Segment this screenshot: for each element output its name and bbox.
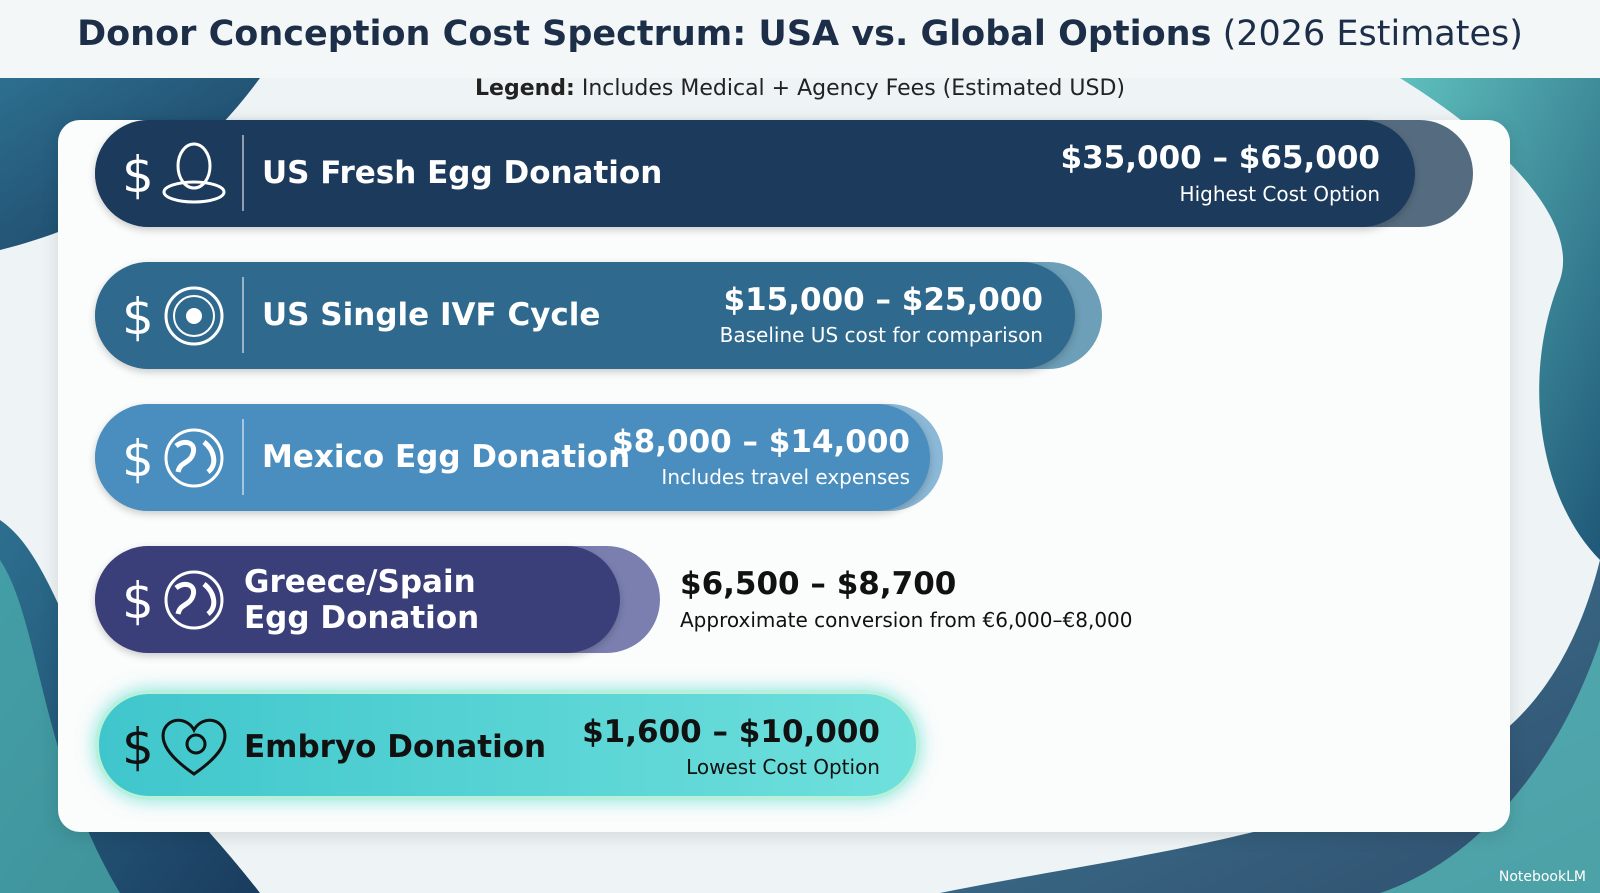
bar	[95, 404, 930, 511]
title-main: Donor Conception Cost Spectrum: USA vs. …	[77, 14, 1212, 54]
row-range: $6,500 – $8,700	[680, 566, 957, 602]
svg-text:$: $	[122, 718, 154, 776]
row-name: US Fresh Egg Donation	[262, 155, 663, 191]
divider	[242, 277, 244, 353]
divider	[242, 135, 244, 211]
legend: Legend: Includes Medical + Agency Fees (…	[0, 76, 1600, 101]
bar	[95, 262, 1075, 369]
svg-text:$: $	[122, 288, 154, 346]
legend-label: Legend:	[475, 76, 575, 101]
svg-text:$: $	[122, 146, 154, 204]
divider	[242, 419, 244, 495]
icon: $	[122, 142, 226, 204]
row-note: Approximate conversion from €6,000–€8,00…	[680, 608, 1133, 632]
row-note: Includes travel expenses	[661, 465, 910, 489]
row-range: $15,000 – $25,000	[723, 282, 1043, 318]
row-range: $8,000 – $14,000	[612, 424, 910, 460]
row-name: Greece/Spain Egg Donation	[244, 564, 480, 636]
icon: $	[122, 718, 227, 776]
bar	[95, 690, 920, 800]
row-name: US Single IVF Cycle	[262, 297, 601, 333]
row-note: Lowest Cost Option	[686, 755, 880, 779]
row-name: Embryo Donation	[244, 729, 547, 765]
svg-text:$: $	[122, 572, 154, 630]
title-suffix: (2026 Estimates)	[1222, 14, 1523, 54]
row-range: $35,000 – $65,000	[1060, 140, 1380, 176]
row-name: Mexico Egg Donation	[262, 439, 631, 475]
bar	[95, 546, 620, 653]
icon: $	[122, 428, 224, 488]
row-range: $1,600 – $10,000	[582, 714, 880, 750]
icon: $	[122, 570, 224, 630]
row-note: Highest Cost Option	[1179, 182, 1380, 206]
icon: $	[122, 286, 224, 346]
row-note: Baseline US cost for comparison	[719, 323, 1043, 347]
bar	[95, 120, 1415, 227]
svg-text:$: $	[122, 430, 154, 488]
watermark: NotebookLM	[1498, 869, 1586, 885]
legend-text: Includes Medical + Agency Fees (Estimate…	[581, 76, 1125, 101]
title: Donor Conception Cost Spectrum: USA vs. …	[0, 14, 1600, 54]
